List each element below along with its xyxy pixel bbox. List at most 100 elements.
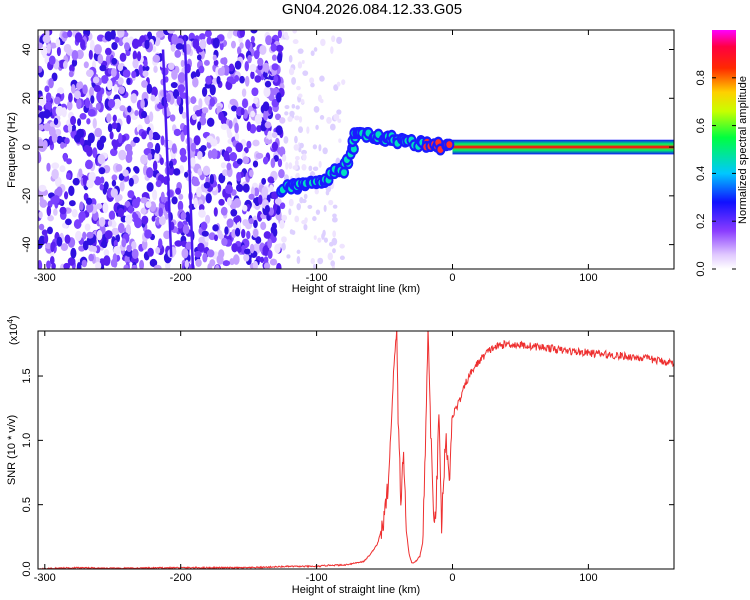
noise-blob — [292, 30, 297, 34]
noise-blob — [111, 42, 118, 51]
noise-blob — [167, 30, 176, 34]
noise-blob — [265, 35, 273, 46]
noise-blob — [184, 171, 189, 178]
spectrogram-y-ticks: -40 -20 0 20 40 — [21, 43, 674, 253]
noise-blob — [131, 248, 139, 260]
noise-blob — [160, 135, 165, 146]
noise-blob — [200, 221, 208, 231]
noise-blob — [48, 55, 56, 65]
noise-blob — [293, 144, 299, 151]
noise-blob — [170, 44, 176, 52]
noise-blob — [98, 216, 106, 227]
noise-blob — [264, 80, 272, 88]
noise-blob — [144, 229, 152, 239]
noise-blob — [322, 147, 328, 155]
noise-blob — [198, 204, 205, 212]
noise-blob — [135, 196, 141, 204]
noise-blob — [181, 111, 187, 119]
noise-blob — [276, 92, 282, 103]
noise-blob — [38, 184, 47, 192]
noise-blob — [128, 205, 134, 214]
noise-blob — [56, 236, 63, 247]
noise-blob — [134, 166, 140, 174]
noise-blob — [223, 150, 230, 162]
noise-blob — [277, 30, 282, 39]
x-tick-label: -100 — [306, 272, 328, 284]
noise-blob — [175, 43, 184, 50]
noise-blob — [84, 223, 91, 232]
noise-blob — [250, 110, 256, 118]
noise-blob — [171, 196, 178, 205]
noise-blob — [166, 93, 171, 103]
noise-blob — [312, 216, 317, 222]
noise-blob — [297, 61, 303, 69]
y-tick-label: -40 — [21, 237, 33, 253]
noise-blob — [276, 262, 282, 269]
noise-blob — [320, 38, 326, 47]
noise-blob — [291, 230, 296, 236]
noise-blob — [149, 258, 158, 267]
noise-blob — [114, 195, 120, 203]
noise-blob — [112, 140, 119, 151]
noise-blob — [246, 203, 251, 212]
colorbar-tick-label: 0.8 — [695, 70, 707, 85]
noise-blob — [196, 54, 202, 61]
noise-blob — [131, 264, 138, 269]
y-tick-label: 1.0 — [21, 433, 33, 448]
noise-blob — [281, 214, 288, 221]
noise-blob — [195, 258, 202, 267]
noise-blob — [277, 158, 283, 168]
noise-blob — [328, 241, 334, 247]
noise-blob — [267, 238, 273, 249]
noise-blob — [269, 184, 274, 194]
noise-blob — [211, 148, 218, 160]
snr-series-line — [38, 331, 674, 569]
noise-blob — [296, 249, 301, 254]
noise-blob — [234, 227, 241, 237]
noise-blob — [173, 168, 181, 176]
y-tick-label: 20 — [21, 92, 33, 104]
trace-blob-inner — [350, 145, 357, 153]
noise-blob — [63, 43, 72, 53]
noise-blob — [47, 215, 54, 222]
noise-blob — [269, 258, 278, 266]
noise-blob — [88, 253, 95, 262]
noise-blob — [121, 238, 127, 248]
noise-blob — [225, 184, 233, 195]
noise-blob — [51, 262, 56, 269]
noise-blob — [292, 39, 299, 45]
noise-blob — [205, 193, 212, 204]
noise-blob — [263, 256, 269, 265]
noise-blob — [143, 59, 148, 68]
noise-blob — [140, 207, 147, 215]
noise-blob — [66, 158, 72, 165]
noise-blob — [301, 60, 305, 65]
noise-blob — [111, 179, 117, 187]
noise-blob — [253, 187, 260, 197]
noise-blob — [208, 232, 216, 241]
noise-blob — [297, 48, 304, 54]
noise-blob — [298, 146, 302, 153]
noise-blob — [234, 60, 242, 70]
noise-blob — [77, 118, 82, 127]
noise-blob — [271, 63, 279, 71]
noise-blob — [206, 36, 213, 45]
noise-blob — [56, 46, 61, 57]
noise-blob — [44, 85, 50, 93]
noise-blob — [165, 261, 171, 269]
noise-blob — [275, 44, 284, 52]
noise-blob — [74, 90, 81, 100]
y-tick-label: 1.5 — [21, 368, 33, 383]
noise-blob — [288, 67, 295, 76]
noise-blob — [136, 51, 142, 62]
noise-blob — [59, 165, 66, 173]
noise-blob — [158, 238, 163, 250]
noise-blob — [318, 160, 322, 168]
noise-blob — [76, 261, 82, 269]
noise-blob — [54, 96, 61, 105]
noise-blob — [127, 105, 132, 113]
noise-blob — [198, 209, 206, 218]
noise-blob — [177, 72, 186, 84]
noise-blob — [259, 44, 267, 55]
noise-blob — [107, 123, 113, 133]
